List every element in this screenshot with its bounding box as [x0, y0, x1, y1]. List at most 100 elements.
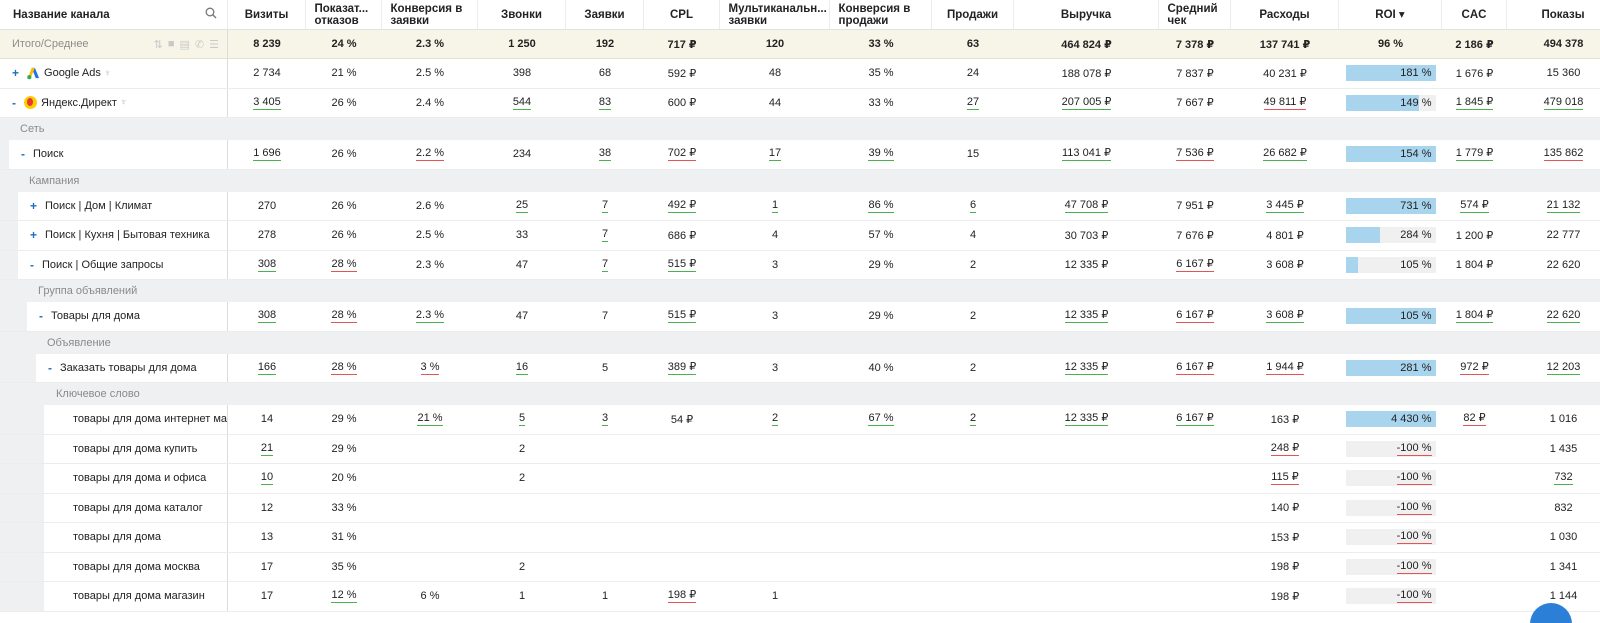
sort-icon[interactable]: ⇅: [153, 38, 163, 51]
column-header[interactable]: Продажи: [932, 0, 1014, 29]
table-row[interactable]: - Товары для дома 308 28 % 2.3 % 47 7 515 ₽ 3 29 …: [0, 302, 1600, 332]
table-row[interactable]: товары для дома 13 31 % 153 ₽ -100 % 1 030: [0, 523, 1600, 553]
row-name-cell[interactable]: товары для дома купить: [0, 434, 228, 463]
row-name-cell[interactable]: - Товары для дома: [0, 302, 228, 331]
list-icon[interactable]: ☰: [209, 38, 219, 51]
metric-cell: 28 %: [306, 251, 382, 280]
row-name-cell[interactable]: - Заказать товары для дома: [0, 353, 228, 382]
row-name-cell[interactable]: + Поиск | Кухня | Бытовая техника: [0, 221, 228, 250]
metric-value: 21 %: [417, 412, 443, 427]
table-row[interactable]: - Поиск | Общие запросы 308 28 % 2.3 % 47 7 515…: [0, 250, 1600, 280]
group-level-label: Объявление: [47, 336, 111, 349]
metric-cell: 832: [1507, 494, 1600, 523]
expand-toggle[interactable]: +: [30, 228, 38, 243]
column-header[interactable]: Конверсия в продажи: [830, 0, 932, 29]
metric-value: 82 ₽: [1463, 412, 1486, 427]
funnel-icon[interactable]: ♆: [119, 97, 128, 109]
row-name-cell[interactable]: + Поиск | Дом | Климат: [0, 191, 228, 220]
roi-bar: 284 %: [1345, 227, 1436, 244]
collapse-toggle[interactable]: -: [12, 95, 16, 110]
row-name-cell[interactable]: - Поиск: [0, 140, 228, 169]
metric-cell: [1014, 494, 1159, 523]
table-row[interactable]: товары для дома интернет маг... 14 29 % 21 …: [0, 405, 1600, 435]
metric-value: 732: [1554, 471, 1573, 486]
row-name-cell[interactable]: товары для дома: [0, 523, 228, 552]
hierarchy-indent: [0, 523, 44, 552]
collapse-toggle[interactable]: -: [39, 309, 43, 324]
metric-value: 67 %: [868, 412, 894, 427]
column-header[interactable]: CPL: [644, 0, 720, 29]
collapse-toggle[interactable]: -: [21, 147, 25, 162]
collapse-toggle[interactable]: -: [30, 257, 34, 272]
column-header[interactable]: Заявки: [566, 0, 644, 29]
roi-bar-fill: [1345, 197, 1436, 214]
metric-cell: 12: [228, 494, 306, 523]
table-row[interactable]: - Заказать товары для дома 166 28 % 3 % 16 5 38…: [0, 353, 1600, 383]
metric-cell: 5: [478, 405, 566, 434]
row-name-cell[interactable]: + Google Ads ♆: [0, 59, 228, 88]
table-row[interactable]: - Поиск 1 696 26 % 2.2 % 234 38 702 ₽ 17 39 % 15 11…: [0, 140, 1600, 170]
column-header[interactable]: Расходы: [1231, 0, 1339, 29]
table-row[interactable]: + Поиск | Кухня | Бытовая техника 278 26 % 2…: [0, 221, 1600, 251]
metric-cell: [830, 494, 932, 523]
metric-cell: 3 445 ₽: [1231, 192, 1339, 221]
metric-cell: 6 167 ₽: [1159, 405, 1231, 434]
metric-cell: [644, 553, 720, 582]
table-row[interactable]: + Поиск | Дом | Климат 270 26 % 2.6 % 25 7 492 …: [0, 191, 1600, 221]
row-name-cell[interactable]: товары для дома интернет маг...: [0, 405, 228, 434]
column-header-channel-name[interactable]: Название канала: [0, 0, 228, 29]
table-row[interactable]: товары для дома каталог 12 33 % 140 ₽ -100 %…: [0, 493, 1600, 523]
column-header[interactable]: CAC: [1442, 0, 1507, 29]
row-name-cell[interactable]: - Поиск | Общие запросы: [0, 250, 228, 279]
metric-value: 12 %: [331, 589, 357, 604]
column-header[interactable]: Показы: [1507, 0, 1600, 29]
column-header[interactable]: Звонки: [478, 0, 566, 29]
metric-value: 29 %: [331, 442, 357, 455]
metric-cell: 15 360: [1507, 59, 1600, 88]
collapse-toggle[interactable]: -: [48, 360, 52, 375]
metric-cell: 12 335 ₽: [1014, 302, 1159, 331]
column-header[interactable]: Визиты: [228, 0, 306, 29]
phone-icon[interactable]: ✆: [194, 38, 205, 51]
roi-bar: 181 %: [1345, 65, 1436, 82]
chat-button[interactable]: [1530, 603, 1572, 623]
row-name-cell[interactable]: товары для дома каталог: [0, 493, 228, 522]
metric-cell: 44: [720, 89, 830, 118]
row-name-cell[interactable]: - Яндекс.Директ ♆: [0, 88, 228, 117]
roi-bar: 105 %: [1345, 308, 1436, 325]
metric-cell: 1 779 ₽: [1442, 140, 1507, 169]
column-header[interactable]: ROI ▾: [1339, 0, 1442, 29]
column-header[interactable]: Средний чек: [1159, 0, 1231, 29]
expand-toggle[interactable]: +: [12, 66, 20, 81]
table-row[interactable]: товары для дома москва 17 35 % 2 198 ₽ -100 %…: [0, 552, 1600, 582]
hierarchy-indent: [0, 191, 18, 220]
table-row[interactable]: + Google Ads ♆ 2 734 21 % 2.5 % 398 68 592 ₽ 48 35…: [0, 59, 1600, 89]
chart-icon[interactable]: ▤: [179, 38, 190, 51]
metric-cell: 574 ₽: [1442, 192, 1507, 221]
row-name-cell[interactable]: товары для дома и офиса: [0, 464, 228, 493]
table-row[interactable]: товары для дома магазин 17 12 % 6 % 1 1 198 ₽ 1…: [0, 582, 1600, 612]
column-header[interactable]: Выручка: [1014, 0, 1159, 29]
roi-value: 149 %: [1400, 96, 1432, 109]
row-name-cell[interactable]: товары для дома магазин: [0, 582, 228, 611]
table-view-icon[interactable]: ■: [167, 37, 175, 50]
table-row[interactable]: товары для дома и офиса 10 20 % 2 115 ₽ -100 …: [0, 464, 1600, 494]
table-row[interactable]: - Яндекс.Директ ♆ 3 405 26 % 2.4 % 544 83 600 ₽ 4…: [0, 88, 1600, 118]
metric-cell: 26 %: [306, 140, 382, 169]
column-toggle-icons[interactable]: ⇅ ■ ▤ ✆ ☰: [154, 38, 219, 51]
column-header[interactable]: Мультиканальн... заявки: [720, 0, 830, 29]
metric-cell: 40 231 ₽: [1231, 59, 1339, 88]
metric-cell: [932, 494, 1014, 523]
search-icon[interactable]: [205, 7, 217, 22]
metric-value: 2: [518, 472, 526, 485]
metric-cell: 1 016: [1507, 405, 1600, 434]
funnel-icon[interactable]: ♆: [103, 67, 112, 79]
metric-cell: [1442, 494, 1507, 523]
column-header[interactable]: Конверсия в заявки: [382, 0, 478, 29]
row-name-cell[interactable]: товары для дома москва: [0, 552, 228, 581]
table-row[interactable]: товары для дома купить 21 29 % 2 248 ₽ -100 %…: [0, 434, 1600, 464]
expand-toggle[interactable]: +: [30, 198, 38, 213]
roi-cell: -100 %: [1339, 582, 1442, 611]
metric-value: 140 ₽: [1270, 502, 1300, 515]
column-header[interactable]: Показат... отказов: [306, 0, 382, 29]
